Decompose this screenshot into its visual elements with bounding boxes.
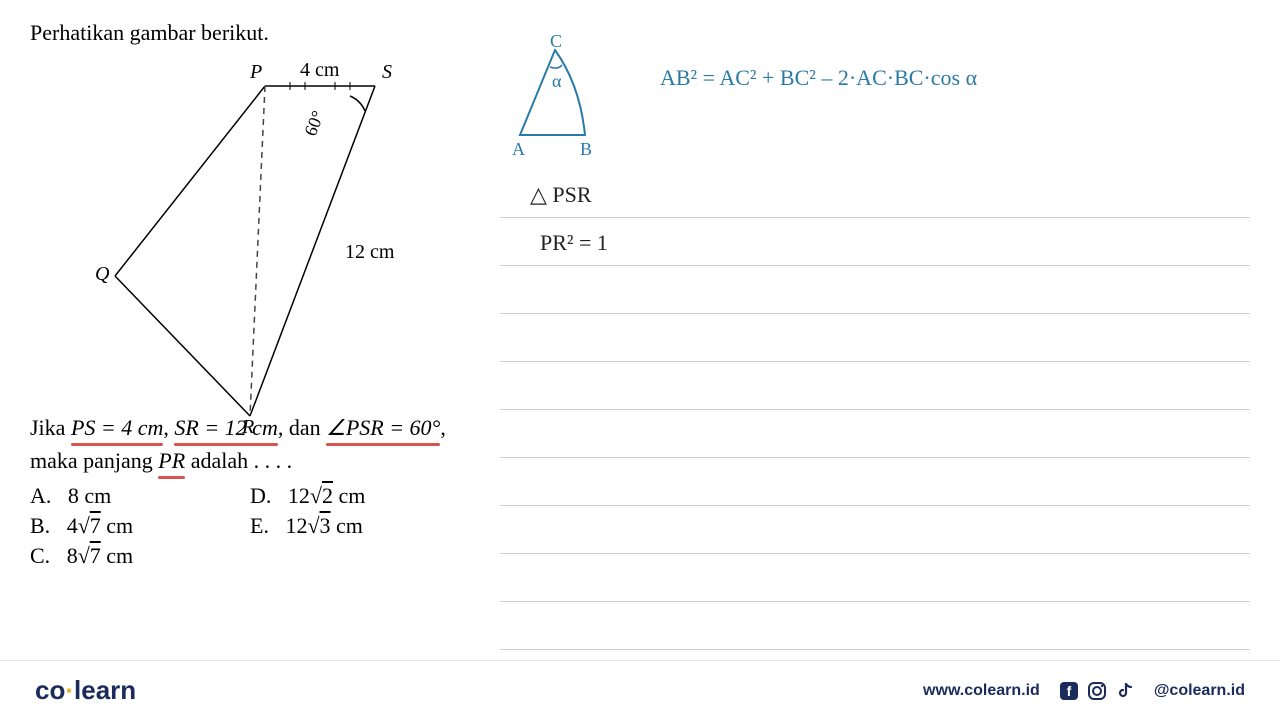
option-c-letter: C. [30, 543, 50, 568]
logo-co: co [35, 675, 65, 705]
ruled-lines [500, 170, 1250, 640]
question-body: Jika PS = 4 cm, SR = 12 cm, dan ∠PSR = 6… [30, 411, 480, 477]
svg-text:f: f [1066, 683, 1071, 699]
t-l2a: maka panjang [30, 448, 158, 473]
logo: co·learn [35, 675, 136, 706]
edge-ps-label: 4 cm [300, 59, 339, 82]
option-b: B. 4√7 cm [30, 513, 250, 539]
svg-text:α: α [552, 71, 562, 91]
t-pr: PR [158, 448, 185, 473]
svg-text:C: C [550, 35, 562, 51]
tiktok-icon [1114, 680, 1136, 702]
option-a-letter: A. [30, 483, 51, 508]
vertex-s: S [382, 61, 392, 84]
t-sr: SR = 12 cm [174, 415, 277, 440]
edge-sr-label: 12 cm [345, 241, 394, 264]
handwritten-formula: AB² = AC² + BC² – 2·AC·BC·cos α [660, 65, 977, 91]
footer: co·learn www.colearn.id f @colearn.id [0, 660, 1280, 720]
social-handle: @colearn.id [1154, 682, 1245, 700]
answer-options: A. 8 cm B. 4√7 cm C. 8√7 cm D. 12√2 cm E… [30, 483, 480, 573]
logo-dot: · [65, 675, 74, 705]
vertex-q: Q [95, 263, 109, 286]
option-e: E. 12√3 cm [250, 513, 470, 539]
t-ang: ∠PSR = 60° [326, 415, 440, 440]
vertex-p: P [250, 61, 262, 84]
social-icons: f [1058, 680, 1136, 702]
svg-text:A: A [512, 139, 525, 159]
instagram-icon [1086, 680, 1108, 702]
handwritten-psr: △ PSR [530, 182, 592, 208]
logo-learn: learn [74, 675, 136, 705]
option-d: D. 12√2 cm [250, 483, 470, 509]
option-c: C. 8√7 cm [30, 543, 250, 569]
option-e-letter: E. [250, 513, 269, 538]
t-ps: PS = 4 cm [71, 415, 163, 440]
handwritten-triangle: α C A B [510, 35, 620, 170]
t-jika: Jika [30, 415, 71, 440]
t-l2b: adalah . . . . [185, 448, 292, 473]
question-prompt: Perhatikan gambar berikut. [30, 20, 480, 46]
option-b-letter: B. [30, 513, 50, 538]
option-a: A. 8 cm [30, 483, 250, 509]
geometry-diagram: P S Q R 4 cm 12 cm 60° [90, 51, 430, 411]
facebook-icon: f [1058, 680, 1080, 702]
handwritten-pr-equation: PR² = 1 [540, 230, 608, 256]
website-url: www.colearn.id [923, 682, 1040, 700]
t-c3: , [440, 415, 446, 440]
svg-text:B: B [580, 139, 592, 159]
option-d-letter: D. [250, 483, 271, 508]
